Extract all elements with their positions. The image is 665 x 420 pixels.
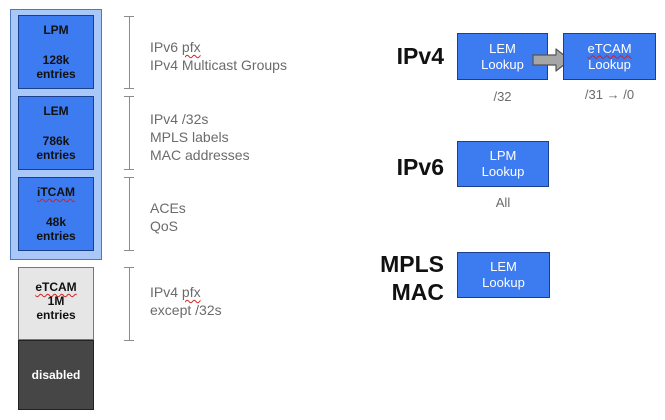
- lem-block-unit: entries: [36, 148, 76, 162]
- itcam-block-unit: entries: [36, 229, 76, 243]
- itcam-block: iTCAM 48k entries: [18, 177, 94, 251]
- etcam-description: IPv4 pfx except /32s: [150, 283, 222, 319]
- lpm-description: IPv6 pfx IPv4 Multicast Groups: [150, 38, 287, 74]
- itcam-block-size: 48k: [45, 215, 67, 229]
- itcam-bracket: [124, 177, 134, 251]
- etcam-block-size: 1M: [47, 294, 65, 308]
- etcam-block: eTCAM 1M entries: [18, 267, 94, 340]
- ipv4-lem-lookup-line1: LEM: [489, 40, 516, 56]
- ipv4-etcam-lookup-line2: Lookup: [588, 56, 631, 72]
- itcam-desc-line-2: QoS: [150, 218, 179, 234]
- disabled-block: disabled: [18, 340, 94, 410]
- etcam-block-unit: entries: [36, 308, 76, 322]
- lem-desc-line-3: MAC addresses: [150, 147, 250, 163]
- ipv6-lpm-lookup-box: LPM Lookup: [457, 141, 549, 187]
- ipv4-etcam-lookup-box: eTCAM Lookup: [563, 33, 656, 80]
- itcam-block-name: iTCAM: [37, 185, 75, 199]
- lem-description: IPv4 /32s MPLS labels MAC addresses: [150, 110, 250, 164]
- lem-desc-line-2: MPLS labels: [150, 129, 229, 145]
- ipv4-lem-lookup-box: LEM Lookup: [457, 33, 548, 80]
- lpm-block-unit: entries: [36, 67, 76, 81]
- ipv4-lem-lookup-line2: Lookup: [481, 56, 524, 72]
- ipv6-lpm-lookup-line1: LPM: [489, 148, 517, 163]
- lem-desc-line-1: IPv4 /32s: [150, 111, 209, 127]
- lpm-desc-line-1: IPv6 pfx: [150, 39, 201, 55]
- pfx-word: pfx: [181, 284, 201, 300]
- ipv4-lem-caption: /32: [493, 89, 512, 104]
- etcam-desc-line-2: except /32s: [150, 302, 222, 318]
- pfx-word: pfx: [181, 39, 201, 55]
- mpls-mac-lem-lookup-line1: LEM: [490, 259, 517, 274]
- ipv6-label: IPv6: [396, 154, 444, 180]
- lem-block: LEM 786k entries: [18, 96, 94, 170]
- ipv4-label: IPv4: [396, 43, 444, 69]
- ipv6-lpm-lookup-line2: Lookup: [481, 164, 525, 179]
- lem-block-name: LEM: [43, 104, 69, 118]
- mpls-label: MPLS: [380, 251, 444, 277]
- lpm-bracket: [124, 16, 134, 89]
- etcam-bracket: [124, 267, 134, 341]
- lpm-desc-line-2: IPv4 Multicast Groups: [150, 57, 287, 73]
- lpm-block-name: LPM: [43, 23, 69, 37]
- ipv6-lpm-caption: All: [495, 195, 511, 210]
- lem-block-size: 786k: [42, 134, 70, 148]
- mac-label: MAC: [391, 279, 444, 305]
- itcam-description: ACEs QoS: [150, 199, 186, 235]
- mpls-mac-label: MPLS MAC: [364, 250, 444, 306]
- ipv4-etcam-caption: /31 → /0: [584, 87, 635, 102]
- lpm-block-size: 128k: [42, 53, 70, 67]
- lem-bracket: [124, 96, 134, 170]
- etcam-desc-line-1: IPv4 pfx: [150, 284, 201, 300]
- itcam-desc-line-1: ACEs: [150, 200, 186, 216]
- disabled-block-label: disabled: [31, 368, 81, 382]
- mpls-mac-lem-lookup-line2: Lookup: [482, 275, 525, 290]
- mpls-mac-lem-lookup-box: LEM Lookup: [457, 252, 550, 298]
- ipv4-etcam-lookup-line1: eTCAM: [587, 40, 632, 56]
- etcam-block-name: eTCAM: [35, 280, 77, 294]
- lpm-block: LPM 128k entries: [18, 15, 94, 89]
